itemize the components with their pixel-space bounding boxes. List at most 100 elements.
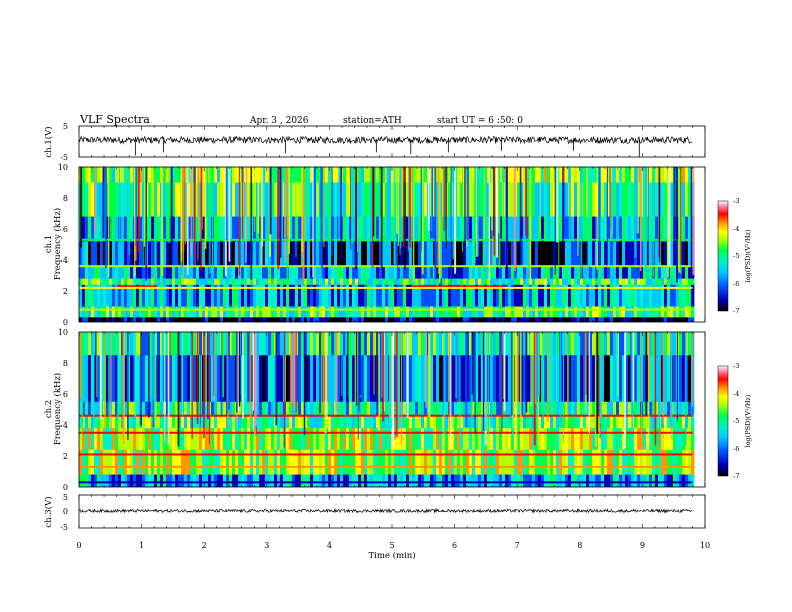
spectrogram-cell [637, 449, 641, 475]
spectrogram-cell [310, 306, 314, 318]
spectrogram-cell [412, 306, 416, 318]
spectrogram-cell [574, 278, 578, 286]
spectrogram-cell [439, 266, 443, 279]
spectrogram-cell [355, 449, 359, 475]
spectrogram-cell [325, 167, 329, 183]
spectrogram-cell [397, 428, 401, 451]
spectrogram-cell [616, 401, 620, 417]
spectrogram-cell [409, 317, 413, 322]
spectrogram-cell [529, 284, 533, 307]
spectrogram-cell [88, 428, 92, 451]
spectrogram-cell [628, 474, 632, 487]
spectrogram-cell [565, 182, 569, 217]
spectrogram-cell [328, 216, 332, 242]
spectrogram-cell [586, 284, 590, 307]
spectrogram-cell [235, 284, 239, 307]
spectrogram-cell [394, 167, 398, 183]
spectrogram-cell [511, 266, 515, 279]
spectrogram-cell [625, 266, 629, 279]
spectrogram-cell [304, 332, 308, 356]
spectrogram-cell [634, 284, 638, 307]
spectrogram-cell [154, 278, 158, 286]
spectrogram-cell [391, 278, 395, 286]
sferic-streak [236, 332, 238, 413]
spectrogram-cell [688, 266, 692, 279]
spectrogram-cell [136, 474, 140, 487]
spectrogram-cell [289, 401, 293, 417]
spectrogram-cell [190, 428, 194, 451]
spectrogram-cell [583, 182, 587, 217]
spectrogram-cell [388, 266, 392, 279]
spectrogram-cell [310, 428, 314, 451]
spectrogram-cell [667, 355, 671, 403]
spectrogram-cell [295, 284, 299, 307]
spectrogram-cell [673, 306, 677, 318]
spectrogram-cell [538, 317, 542, 322]
spectrogram-cell [508, 167, 512, 183]
spectrogram-cell [307, 317, 311, 322]
spectrogram-cell [628, 241, 632, 267]
spectrogram-cell [85, 167, 89, 183]
spectrogram-cell [232, 415, 236, 429]
spectrogram-cell [415, 216, 419, 242]
sferic-streak [547, 332, 549, 422]
spectrogram-cell [289, 241, 293, 267]
spectrogram-cell [496, 401, 500, 417]
spectrogram-cell [265, 449, 269, 475]
spectrogram-cell [652, 355, 656, 403]
spectrogram-cell [172, 317, 176, 322]
spectrogram-cell [673, 474, 677, 487]
spectrogram-cell [649, 428, 653, 451]
spectrogram-cell [145, 449, 149, 475]
spectrogram-cell [430, 284, 434, 307]
spectrogram-cell [400, 306, 404, 318]
spectrogram-cell [418, 474, 422, 487]
spectrogram-cell [550, 355, 554, 403]
spectrogram-cell [160, 474, 164, 487]
spectrogram-cell [376, 266, 380, 279]
spectrogram-cell [124, 428, 128, 451]
sferic-streak [454, 167, 457, 274]
spectrogram-cell [142, 278, 146, 286]
spectrogram-cell [337, 241, 341, 267]
spectrogram-cell [97, 306, 101, 318]
spectrogram-cell [124, 474, 128, 487]
spectrogram-cell [481, 278, 485, 286]
spectrogram-cell [214, 332, 218, 356]
spectrogram-cell [244, 332, 248, 356]
spectrogram-cell [88, 306, 92, 318]
spectrogram-cell [97, 216, 101, 242]
spectrogram-cell [382, 317, 386, 322]
sferic-streak [242, 332, 244, 419]
spectrogram-cell [109, 428, 113, 451]
spectrogram-cell [244, 284, 248, 307]
spectrogram-cell [580, 332, 584, 356]
spectrogram-cell [301, 401, 305, 417]
spectrogram-cell [115, 355, 119, 403]
ch2-ytick-2: 2 [63, 452, 68, 461]
spectrogram-cell [613, 278, 617, 286]
spectrogram-cell [610, 241, 614, 267]
spectrogram-cell [340, 317, 344, 322]
spectrogram-cell [481, 415, 485, 429]
spectrogram-cell [373, 167, 377, 183]
spectrogram-cell [427, 241, 431, 267]
spectrogram-cell [439, 241, 443, 267]
spectrogram-cell [226, 278, 230, 286]
spectrogram-cell [289, 182, 293, 217]
spectrogram-cell [103, 278, 107, 286]
spectrogram-cell [271, 182, 275, 217]
spectrogram-cell [280, 278, 284, 286]
sferic-streak [666, 167, 669, 278]
spectrogram-cell [352, 284, 356, 307]
sferic-streak [391, 332, 394, 446]
spectrogram-cell [559, 278, 563, 286]
spectrogram-cell [406, 415, 410, 429]
spectrogram-cell [418, 317, 422, 322]
spectrogram-cell [160, 332, 164, 356]
spectrogram-cell [367, 449, 371, 475]
spectrogram-cell [379, 474, 383, 487]
sferic-streak [641, 332, 642, 447]
spectrogram-cell [343, 306, 347, 318]
spectrogram-cell [523, 241, 527, 267]
